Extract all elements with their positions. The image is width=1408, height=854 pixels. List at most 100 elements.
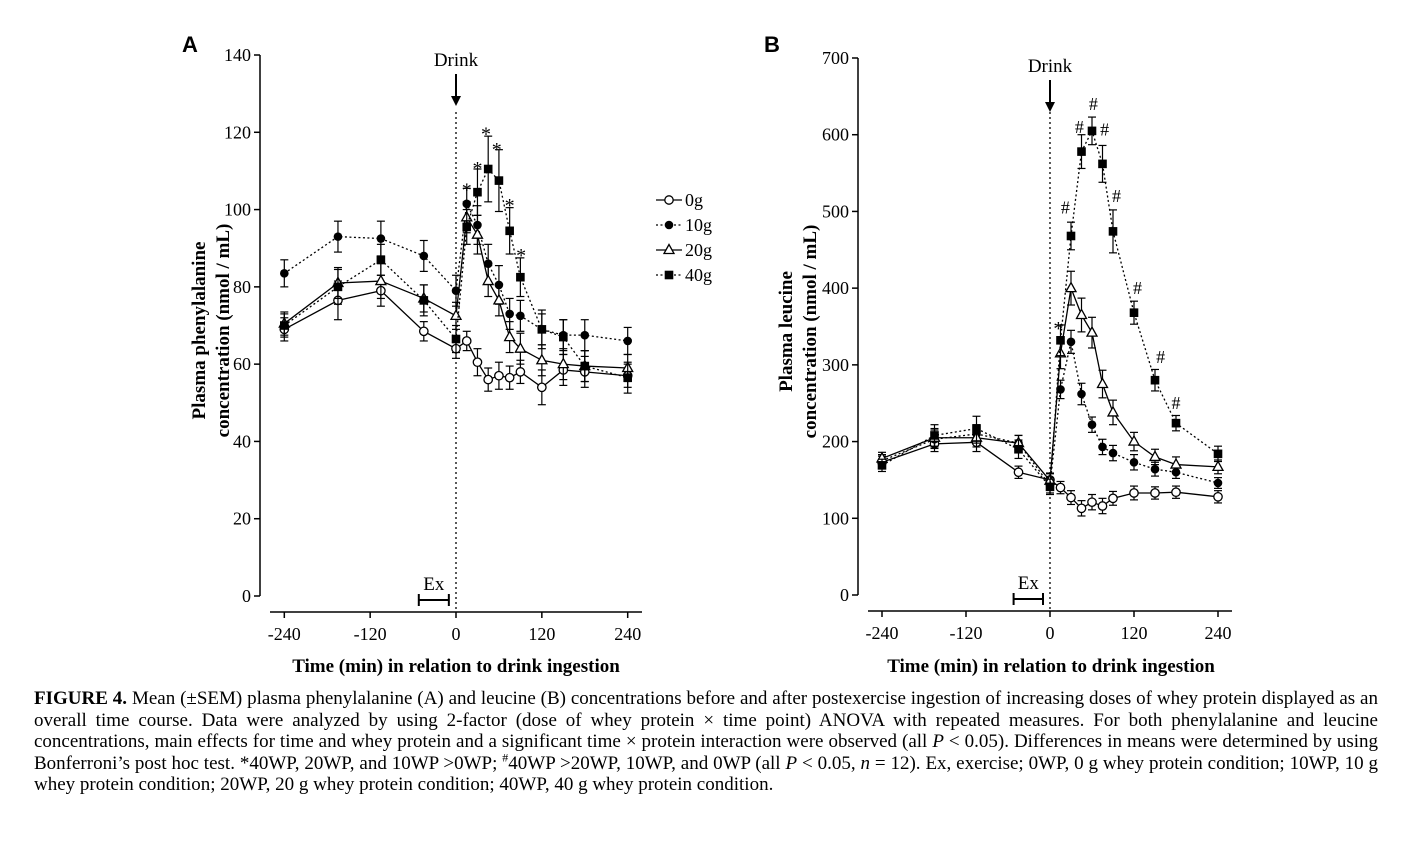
data-point [1098,442,1107,452]
chart-panel-b: B 0 100 200 300 400 500 600 700 -240 -120 0 120 240 Ti… [764,32,1232,677]
drink-label: Drink [434,50,479,71]
legend-marker [664,220,674,230]
data-point [419,296,429,305]
data-point [536,382,547,393]
data-point [1014,444,1023,454]
data-point [1055,482,1066,493]
data-point [1106,405,1120,417]
caption-part: Mean (±SEM) plasma phenylalanine (A) and… [34,688,1378,752]
data-point [580,361,590,371]
y-tick-label: 100 [822,508,849,528]
data-point [494,176,504,185]
drink-arrow-head [451,96,461,106]
data-point [451,334,461,344]
data-point [376,234,386,243]
legend-label: 20g [685,240,712,260]
x-tick-label: -240 [866,623,899,643]
caption-part: 40WP >20WP, 10WP, and 0WP (all [508,752,786,774]
caption-part: P [785,752,798,774]
data-point [1150,464,1160,474]
data-point [1066,337,1076,347]
chart-panel-a: A 0 20 40 60 80 100 120 140 -240 -120 0 120 240 Time (… [182,32,712,677]
caption-part: = 12). Ex, exercise; 0WP, 0 g whey prote… [34,752,1379,796]
series-line [283,201,628,342]
y-tick-label: 200 [822,432,849,452]
data-point [623,336,632,346]
x-tick-label: -120 [354,624,387,644]
data-point [877,461,887,470]
data-point [1129,457,1139,467]
drink-arrow-head [1045,102,1055,112]
y-tick-label: 400 [822,278,849,298]
significance-mark: * [1053,318,1063,340]
data-point [280,321,289,330]
data-point [1076,503,1087,514]
caption-label: FIGURE 4. [34,688,128,709]
data-point [1213,478,1223,488]
data-point [494,370,504,381]
data-point [1171,487,1181,498]
data-point [1056,336,1065,345]
significance-mark: # [1172,393,1181,413]
data-point [1108,227,1118,236]
significance-mark: * [472,158,482,180]
caption-part: # [502,750,509,765]
y-tick-label: 300 [822,355,849,375]
data-point [557,357,570,369]
x-tick-label: 120 [528,624,555,644]
data-point [1013,467,1024,478]
y-tick-label: 700 [822,48,849,68]
data-point [1129,488,1139,498]
data-point [483,374,494,385]
data-point [333,282,343,292]
data-point [1213,449,1223,459]
caption-part: < 0.05, [797,752,861,774]
data-point [930,431,939,440]
data-point [1045,482,1055,492]
data-point [1087,497,1097,508]
data-point [1108,448,1118,458]
data-point [505,226,514,236]
data-point [515,367,526,377]
panel-label: B [764,32,780,57]
significance-mark: # [1089,94,1098,114]
data-point [623,373,632,382]
y-axis-label-line: Plasma leucine [776,271,797,392]
significance-mark: # [1156,347,1165,367]
data-point [461,336,472,346]
legend-marker [664,270,674,280]
legend: 0g 10g 20g 40g [656,190,712,285]
ex-label: Ex [423,574,445,595]
data-point [376,255,386,265]
y-tick-label: 120 [224,122,251,142]
data-point [1066,492,1076,503]
data-point [280,269,289,278]
data-point [505,309,514,319]
data-point [1087,420,1097,429]
data-point [472,357,483,368]
y-tick-label: 500 [822,201,849,221]
data-point [1211,460,1225,472]
data-point [1087,126,1097,136]
data-point [1171,418,1181,428]
x-tick-label: -240 [268,624,301,644]
x-tick-label: 0 [1046,623,1055,643]
data-point [1127,434,1141,446]
data-point [483,164,493,174]
figure-caption: FIGURE 4. Mean (±SEM) plasma phenylalani… [34,688,1378,796]
data-point [1150,488,1160,498]
data-point [462,222,472,232]
data-point [1097,501,1108,511]
data-point [1213,491,1223,502]
data-point [449,309,463,320]
data-point [1108,493,1118,504]
y-axis-label-line: concentration (nmol / mL) [213,224,234,438]
data-point [1129,308,1139,317]
data-point [1150,375,1160,385]
y-axis-label: Plasma phenylalanine concentration (nmol … [189,224,234,438]
data-point [471,227,484,239]
legend-marker [664,195,674,205]
caption-part: n [860,752,870,774]
data-point [580,330,590,340]
significance-mark: # [1061,198,1070,218]
